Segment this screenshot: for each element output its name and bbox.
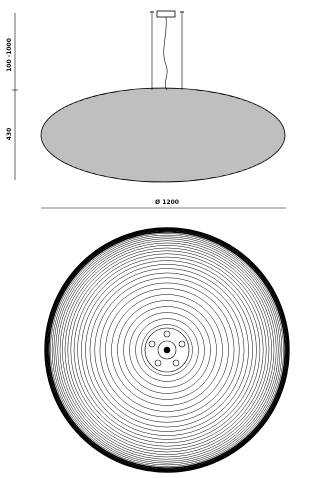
center-fixture [145, 328, 189, 372]
cable [164, 17, 167, 90]
lamp-body [40, 89, 286, 181]
canopy [157, 11, 175, 17]
height-label: 430 [6, 128, 13, 141]
diameter-label: Ø 1200 [155, 199, 179, 206]
lamp-drawing: 100 -1000 430 Ø 1200 [0, 0, 292, 474]
suspension-label: 100 -1000 [6, 38, 13, 72]
